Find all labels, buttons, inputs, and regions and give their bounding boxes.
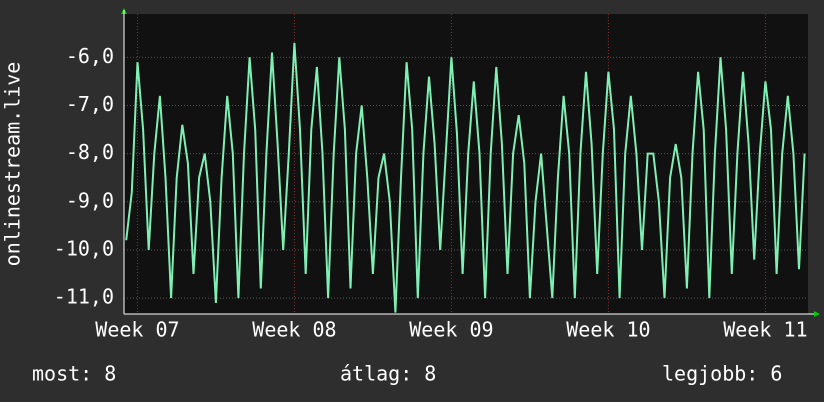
y-tick-label: -10,0	[54, 236, 114, 260]
y-axis-label: onlinestream.live	[1, 62, 25, 267]
x-tick-label: Week 11	[723, 318, 807, 342]
y-tick-label: -7,0	[66, 92, 114, 116]
x-tick-label: Week 07	[95, 318, 179, 342]
x-tick-label: Week 08	[252, 318, 336, 342]
x-tick-label: Week 10	[566, 318, 650, 342]
y-tick-label: -9,0	[66, 188, 114, 212]
stat-avg: átlag: 8	[340, 362, 436, 386]
stat-best: legjobb: 6	[662, 362, 782, 386]
y-tick-label: -8,0	[66, 140, 114, 164]
x-tick-label: Week 09	[409, 318, 493, 342]
y-tick-label: -11,0	[54, 285, 114, 309]
data-line	[125, 42, 806, 313]
axis-arrow	[814, 311, 820, 317]
stat-now: most: 8	[32, 362, 116, 386]
y-tick-label: -6,0	[66, 44, 114, 68]
